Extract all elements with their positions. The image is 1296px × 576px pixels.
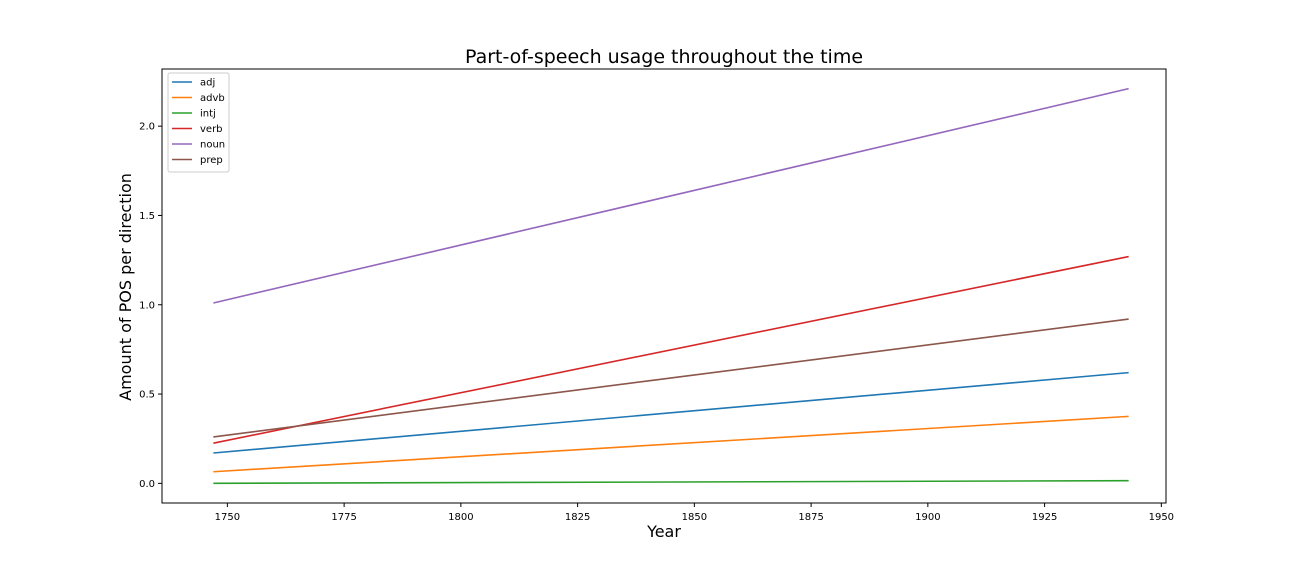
x-tick-label: 1850 (682, 512, 707, 523)
y-tick-label: 0.5 (139, 390, 155, 401)
x-tick-label: 1750 (215, 512, 240, 523)
y-tick-label: 1.5 (139, 211, 155, 222)
x-tick-label: 1950 (1149, 512, 1174, 523)
legend-label-prep: prep (200, 155, 223, 166)
plot-frame (161, 68, 1167, 504)
series-line-advb (213, 415, 1129, 473)
legend-label-verb: verb (200, 124, 223, 135)
series-line-noun (213, 87, 1129, 304)
x-tick-label: 1825 (565, 512, 590, 523)
x-tick-label: 1875 (798, 512, 823, 523)
y-axis-label: Amount of POS per direction (116, 173, 135, 401)
x-tick-label: 1925 (1032, 512, 1057, 523)
x-tick-label: 1900 (915, 512, 940, 523)
legend-label-noun: noun (200, 140, 225, 151)
y-tick-label: 2.0 (139, 122, 155, 133)
plot-area (213, 87, 1129, 485)
legend-label-advb: advb (200, 93, 225, 104)
legend-label-intj: intj (200, 109, 216, 120)
chart-title: Part-of-speech usage throughout the time (465, 46, 863, 68)
series-line-verb (213, 255, 1129, 444)
series-line-adj (213, 371, 1129, 454)
y-axis: 0.0 0.5 1.0 1.5 2.0 (139, 122, 162, 490)
x-tick-label: 1800 (448, 512, 473, 523)
series-line-prep (213, 318, 1129, 438)
x-axis: 1750 1775 1800 1825 1850 1875 1900 1925 1950 (215, 503, 1174, 523)
x-axis-label: Year (646, 522, 681, 541)
series-line-intj (213, 479, 1129, 485)
y-tick-label: 0.0 (139, 479, 155, 490)
legend: adj advb intj verb noun prep (167, 72, 230, 173)
legend-label-adj: adj (200, 78, 215, 89)
y-tick-label: 1.0 (139, 300, 155, 311)
x-tick-label: 1775 (331, 512, 356, 523)
